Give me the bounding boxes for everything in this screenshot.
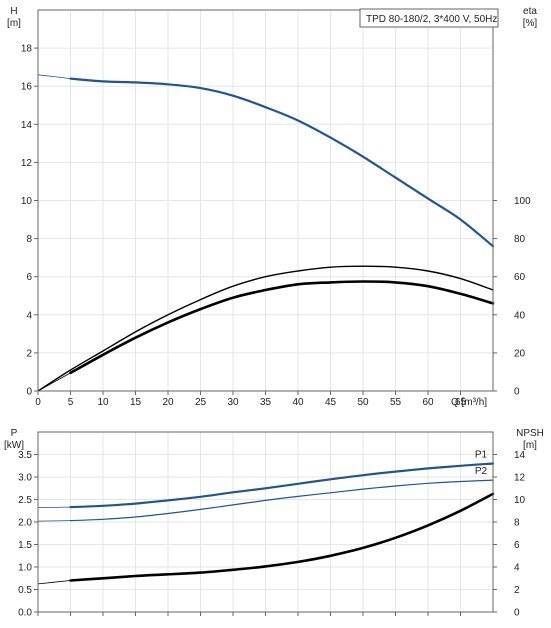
series-line [69,77,495,248]
y-right-tick-label: 0 [514,608,520,619]
series-line [69,462,495,509]
x-tick-label: 45 [325,397,337,408]
y-left-tick-label: 4 [26,310,32,321]
y-left-tick-label: 0.0 [18,608,32,619]
x-tick-label: 35 [260,397,272,408]
y-left-tick-label: 12 [21,158,33,169]
y-left-tick-label: 14 [21,120,33,131]
y-left-tick-label: 3.5 [18,450,32,461]
series-label: P1 [475,450,488,461]
x-tick-label: 5 [68,397,74,408]
x-tick-label: 20 [162,397,174,408]
series-line [37,265,494,392]
y-right-tick-label: 40 [514,310,526,321]
x-tick-label: 65 [455,397,467,408]
y-right-tick-label: 80 [514,234,526,245]
y-left-tick-label: 16 [21,82,33,93]
y-right-tick-label: 6 [514,540,520,551]
x-tick-label: 25 [195,397,207,408]
x-tick-label: 40 [292,397,304,408]
series-line [37,372,71,392]
y-left-tick-label: 2.0 [18,518,32,529]
title-text: TPD 80-180/2, 3*400 V, 50Hz [366,14,497,25]
y-left-axis-unit: [kW] [4,440,24,451]
y-left-tick-label: 18 [21,44,33,55]
y-right-tick-label: 100 [514,196,531,207]
x-tick-label: 0 [35,397,41,408]
y-left-axis-label: P [11,428,18,439]
series-line [37,520,71,522]
y-right-axis-unit: [%] [523,18,538,29]
y-left-axis-unit: [m] [7,18,21,29]
x-tick-label: 30 [227,397,239,408]
series-layer [37,74,495,585]
series-line [37,74,71,79]
series-line [37,580,71,585]
y-left-tick-label: 0.5 [18,585,32,596]
x-tick-label: 55 [390,397,402,408]
y-right-tick-label: 20 [514,348,526,359]
y-left-axis-label: H [10,6,17,17]
y-left-tick-label: 2 [26,348,32,359]
y-left-tick-label: 3.0 [18,473,32,484]
title-box: TPD 80-180/2, 3*400 V, 50Hz [359,8,499,28]
series-line [37,506,71,508]
series-line [69,280,495,375]
frame-layer [34,9,497,616]
y-right-tick-label: 0 [514,387,520,398]
y-right-tick-label: 2 [514,585,520,596]
y-right-axis-unit: [m] [523,440,537,451]
y-right-tick-label: 10 [514,495,526,506]
y-left-tick-label: 2.5 [18,495,32,506]
text-layer: 0 5 10 15 20 25 30 35 40 45 50 55 60 65Q [m³/h]024681… [4,6,544,619]
x-axis-label: Q [m³/h] [451,397,487,408]
x-tick-label: 60 [422,397,434,408]
y-left-tick-label: 0 [26,387,32,398]
y-left-tick-label: 1.5 [18,540,32,551]
y-right-tick-label: 8 [514,518,520,529]
x-tick-label: 50 [357,397,369,408]
y-right-tick-label: 4 [514,563,520,574]
x-tick-label: 10 [97,397,109,408]
grid-layer [38,10,493,612]
y-left-tick-label: 6 [26,272,32,283]
x-tick-label: 15 [130,397,142,408]
y-right-tick-label: 12 [514,473,526,484]
y-right-axis-label: NPSH [516,428,544,439]
y-right-tick-label: 14 [514,450,526,461]
y-right-axis-label: eta [523,6,537,17]
y-right-tick-label: 60 [514,272,526,283]
y-left-tick-label: 8 [26,234,32,245]
series-label: P2 [475,466,488,477]
y-left-tick-label: 10 [21,196,33,207]
title-box-border [359,8,499,28]
series-line [69,479,494,522]
y-left-tick-label: 1.0 [18,563,32,574]
series-line [69,492,495,582]
